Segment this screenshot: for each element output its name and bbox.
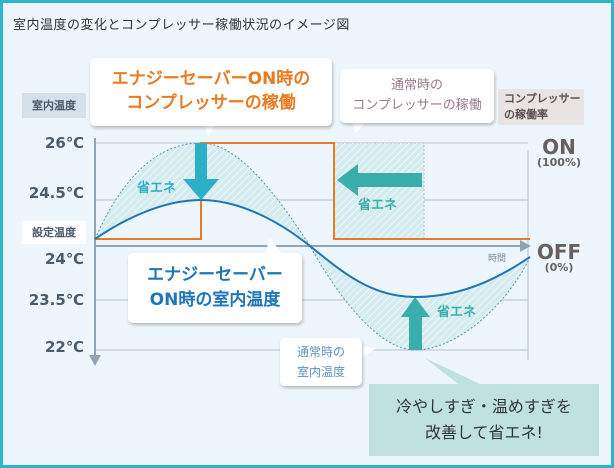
off-percent: (0%) <box>544 261 574 274</box>
off-text: OFF <box>536 240 582 264</box>
y-axis-label: 室内温度 <box>22 93 86 118</box>
callout-normal-compressor: 通常時の コンプレッサーの稼働 <box>340 69 494 123</box>
on-percent: (100%) <box>536 156 582 169</box>
summary-note: 冷やしすぎ・温めすぎを 改善して省エネ! <box>369 384 599 456</box>
savings-label-top: 省エネ <box>137 181 177 196</box>
note-line1: 冷やしすぎ・温めすぎを <box>396 397 572 416</box>
right-axis-label: コンプレッサー の稼働率 <box>498 89 584 125</box>
time-axis-arrow-icon <box>520 240 531 252</box>
callout-normal-temp: 通常時の 室内温度 <box>280 338 362 386</box>
callout-line: エナジーセーバーON時の <box>111 69 311 89</box>
savings-label-bottom: 省エネ <box>437 305 477 320</box>
tick-22: 22℃ <box>44 338 84 356</box>
up-arrow-icon <box>401 297 430 317</box>
callout-line: 通常時の <box>296 345 345 359</box>
setpoint-label: 設定温度 <box>22 221 86 244</box>
on-text: ON <box>542 135 576 159</box>
callout-tail <box>352 122 366 133</box>
tick-23-5: 23.5℃ <box>28 291 84 309</box>
callout-line: コンプレッサーの稼働 <box>126 93 296 113</box>
up-arrow-shaft <box>409 315 422 350</box>
callout-tail <box>203 124 215 136</box>
callout-line: 室内温度 <box>296 365 345 379</box>
time-label: 時間 <box>488 254 507 264</box>
energy-saver-temp-curve <box>94 198 531 299</box>
callout-line: 通常時の <box>390 78 443 93</box>
tick-24: 24℃ <box>44 250 84 268</box>
right-axis-label-line2: の稼働率 <box>504 108 548 121</box>
note-pointer <box>425 358 480 384</box>
savings-label-right: 省エネ <box>358 198 398 213</box>
callout-energy-saver-temp: エナジーセーバー ON時の室内温度 <box>128 253 302 323</box>
callout-line: ON時の室内温度 <box>149 290 281 310</box>
callout-line: コンプレッサーの稼働 <box>352 98 482 113</box>
callout-line: エナジーセーバー <box>147 265 283 285</box>
normal-compressor-region <box>333 142 425 240</box>
callout-tail <box>265 238 282 254</box>
tick-24-5: 24.5℃ <box>28 184 84 202</box>
note-line2: 改善して省エネ! <box>425 423 543 442</box>
right-axis-label-line1: コンプレッサー <box>504 92 581 105</box>
down-arrow-shaft <box>195 143 207 181</box>
tick-26: 26℃ <box>44 134 84 152</box>
callout-tail <box>360 346 376 360</box>
down-arrow-icon <box>183 179 219 200</box>
callout-energy-saver-compressor: エナジーセーバーON時の コンプレッサーの稼働 <box>90 58 332 126</box>
left-arrow-shaft <box>356 173 422 187</box>
energy-saver-compressor-line <box>95 142 530 240</box>
y-axis-arrow-icon <box>89 355 101 366</box>
diagram-title: 室内温度の変化とコンプレッサー稼働状況のイメージ図 <box>13 18 350 33</box>
left-arrow-icon <box>337 164 358 196</box>
on-label: ON (100%) <box>534 137 584 169</box>
off-label: OFF (0%) <box>534 242 584 274</box>
